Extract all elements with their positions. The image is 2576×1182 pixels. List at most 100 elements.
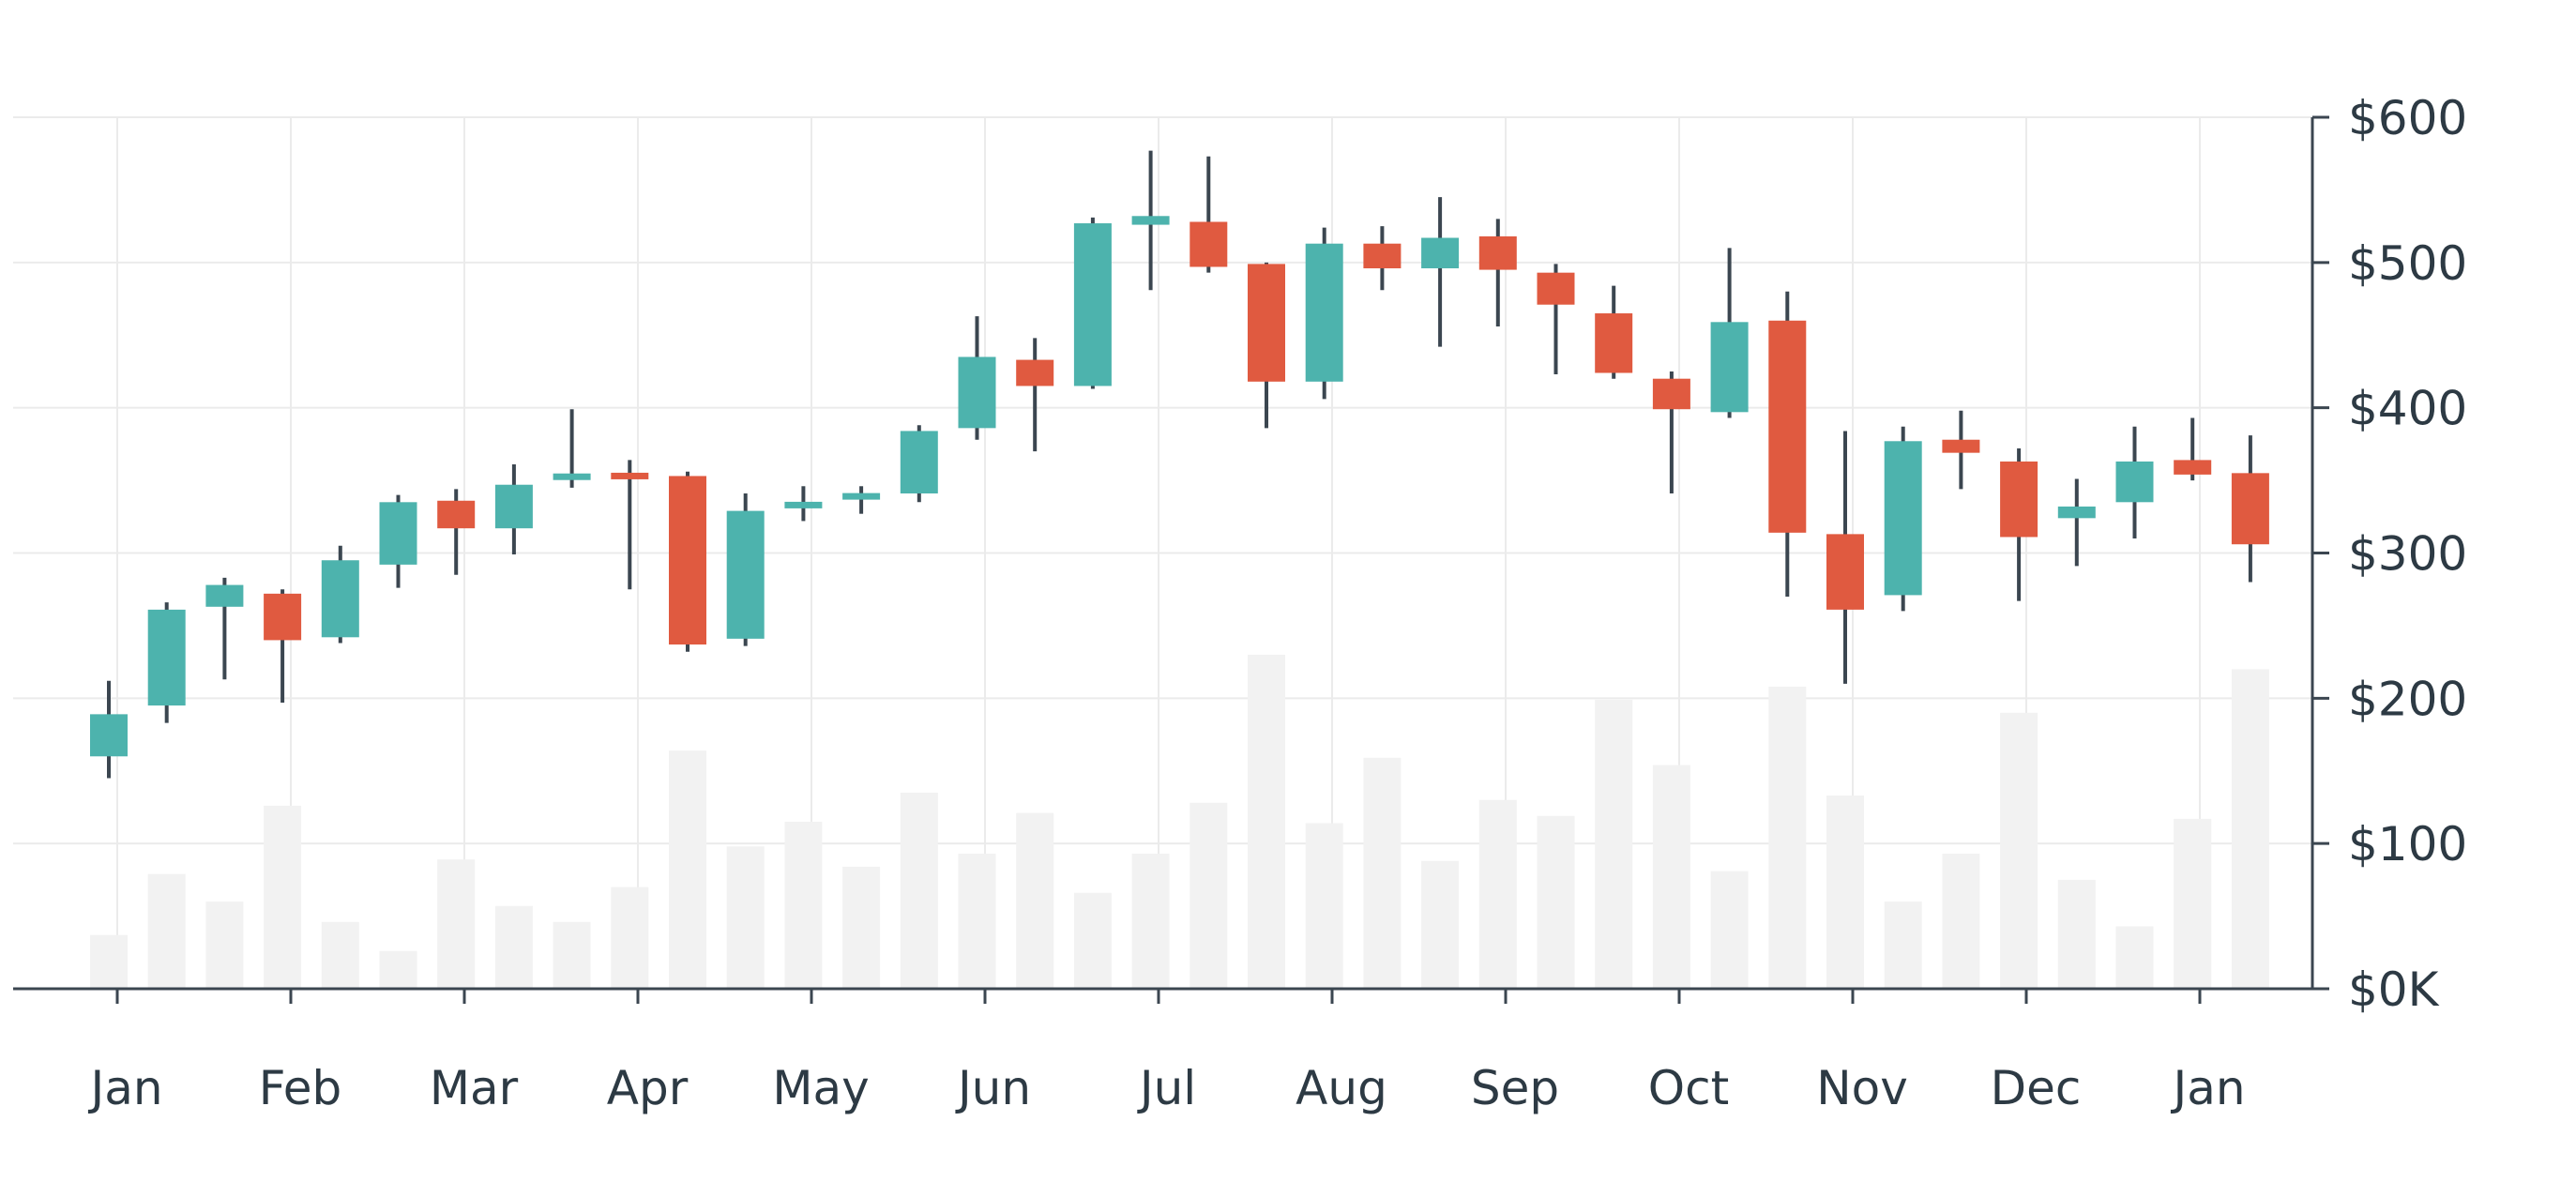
candle-body-up [90,714,128,757]
label-layer: $0K $100 $200 $300 $400 $500 $600 Jan Feb Mar Apr M… [87,91,2467,1115]
volume-bar [1942,854,1980,989]
volume-bar [2174,818,2212,989]
candle-body-up [726,510,765,639]
axis-layer [13,115,2329,1004]
candle-body-up [494,484,533,529]
volume-bar [1305,823,1343,989]
volume-bar [842,866,881,989]
candle-body-down [2174,460,2212,475]
candle-body-up [205,584,244,607]
candle-body-up [379,502,417,565]
x-tick-label: Jan [2170,1061,2245,1115]
volume-bar [1363,757,1402,989]
volume-bar [1768,686,1807,989]
y-tick-label: $200 [2348,672,2467,726]
candle-body-up [1884,441,1922,596]
candle-body-down [1190,221,1228,267]
volume-bar [1537,815,1575,989]
candle-body-down [1478,235,1517,270]
y-tick-label: $100 [2348,817,2467,871]
volume-bar [90,934,128,989]
x-tick-label: Feb [259,1061,342,1115]
candle-body-up [1305,243,1343,382]
candle-body-down [669,476,706,645]
x-tick-label: Apr [607,1061,689,1115]
candle-body-down [1537,272,1575,305]
volume-bar [611,886,649,989]
y-tick-label: $500 [2348,236,2467,291]
volume-bar [494,905,533,989]
volume-bar [1131,854,1170,989]
volume-bar [2231,669,2269,989]
volume-bar [1652,765,1690,989]
candle-body-down [1595,313,1633,373]
candle-body-down [1768,320,1807,533]
volume-bar [1073,892,1112,989]
volume-bar [1826,796,1864,989]
volume-bar [2000,712,2038,989]
candle-body-down [1942,439,1980,453]
volume-bar [205,902,244,989]
x-tick-label: May [772,1061,869,1115]
candle-layer [90,150,2269,779]
y-tick-label: $400 [2348,382,2467,436]
x-tick-label: Dec [1991,1061,2082,1115]
candle-body-up [900,431,938,494]
candle-body-down [1826,534,1864,610]
candle-body-down [1363,243,1402,269]
candle-body-up [553,473,591,480]
x-tick-label: Sep [1471,1061,1559,1115]
volume-bar [958,854,996,989]
volume-bar [2057,879,2096,989]
candle-body-up [958,356,996,429]
candle-body-up [147,609,186,706]
volume-bar [437,859,476,989]
volume-bar [1421,860,1460,989]
candle-body-down [2231,473,2269,545]
candle-body-down [611,472,649,479]
candle-body-up [1131,216,1170,225]
candle-body-up [2057,506,2096,519]
volume-bar [2115,926,2154,989]
volume-bar [900,792,938,989]
x-tick-label: Aug [1296,1061,1387,1115]
volume-bar [784,821,823,989]
volume-bar [553,921,591,989]
candle-body-up [1421,237,1460,269]
y-tick-label: $600 [2348,91,2467,145]
candle-body-down [1652,378,1690,410]
volume-bar [1478,799,1517,989]
volume-bar [1190,802,1228,989]
volume-bar [669,750,706,989]
candle-body-up [1073,223,1112,386]
x-tick-label: Jan [87,1061,162,1115]
y-tick-label: $300 [2348,527,2467,582]
candle-body-up [1710,322,1749,413]
candle-body-up [2115,461,2154,503]
candle-body-down [437,500,476,529]
volume-bar [1016,812,1054,989]
volume-bar [1710,871,1749,989]
x-tick-label: Mar [430,1061,519,1115]
volume-bar [1248,654,1285,989]
volume-bar [321,921,359,989]
candle-body-down [264,593,302,641]
candle-body-up [784,501,823,508]
candle-body-down [1248,264,1285,382]
y-tick-label: $0K [2348,962,2440,1017]
candle-body-up [842,492,881,500]
volume-bar [1595,699,1633,989]
x-tick-label: Jun [955,1061,1031,1115]
candle-body-down [2000,461,2038,538]
x-tick-label: Oct [1648,1061,1729,1115]
candle-body-up [321,560,359,638]
volume-bar [1884,902,1922,989]
volume-layer [90,654,2269,989]
x-tick-label: Nov [1816,1061,1908,1115]
x-tick-label: Jul [1137,1061,1196,1115]
volume-bar [726,846,765,989]
volume-bar [147,873,186,989]
candle-body-down [1016,359,1054,386]
